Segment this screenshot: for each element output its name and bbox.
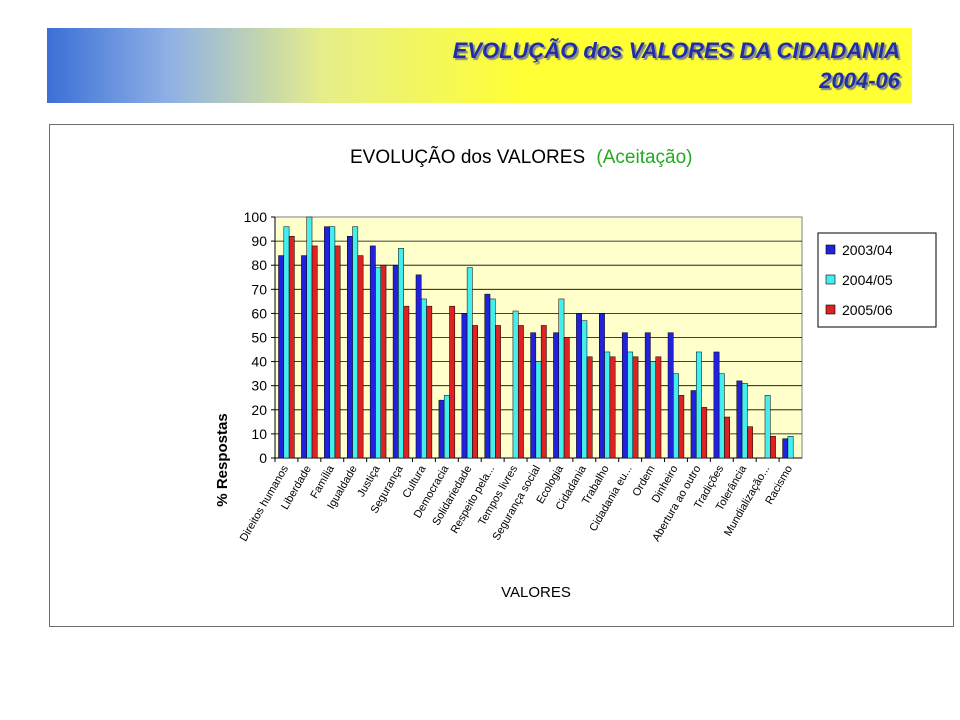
bar (352, 226, 359, 459)
bar (311, 245, 318, 459)
bar (747, 426, 753, 459)
bar (736, 380, 743, 459)
y-axis-label: % Respostas (214, 413, 231, 506)
banner-title: EVOLUÇÃO dos VALORES DA CIDADANIA (452, 38, 900, 63)
chart-frame: EVOLUÇÃO dos VALORES (Aceitação) 0 10 20 30… (49, 124, 954, 627)
bar (609, 356, 616, 459)
bar (650, 361, 656, 459)
bar (357, 255, 364, 459)
bar (724, 416, 731, 459)
bar (517, 325, 524, 459)
chart-title: EVOLUÇÃO dos VALORES (Aceitação) (350, 146, 693, 168)
legend-label: 2005/06 (842, 302, 893, 318)
bar (782, 438, 789, 459)
bar (346, 236, 353, 459)
legend-label: 2004/05 (842, 272, 893, 288)
bar (553, 332, 560, 459)
bar (558, 298, 565, 459)
bar (426, 305, 433, 459)
bar (576, 313, 582, 459)
bar (415, 274, 422, 459)
bar (472, 325, 478, 459)
bar (449, 305, 456, 459)
bar (438, 399, 445, 459)
bar (495, 325, 501, 459)
legend-label: 2003/04 (842, 242, 893, 258)
bar (599, 313, 605, 459)
x-axis-label: VALORES (501, 584, 571, 601)
bar (678, 395, 685, 459)
bar (655, 356, 662, 459)
bar (673, 373, 679, 459)
bar (718, 373, 725, 459)
bar (403, 305, 410, 459)
bar (512, 310, 519, 459)
bar (535, 361, 542, 459)
title-banner: EVOLUÇÃO dos VALORES DA CIDADANIA 2004-0… (47, 28, 912, 103)
bar (278, 255, 285, 459)
bar (443, 395, 450, 459)
bar (586, 356, 593, 459)
bar (380, 264, 387, 459)
bar (644, 332, 651, 459)
bar (489, 298, 496, 459)
bar (329, 226, 336, 459)
bar (530, 332, 537, 459)
bar (627, 351, 634, 459)
y-tick-label: 0 (259, 450, 267, 466)
y-tick-label: 40 (251, 354, 267, 370)
bar (306, 216, 313, 459)
chart-title-suffix: (Aceitação) (596, 147, 692, 168)
bar (375, 267, 382, 459)
legend-swatch (825, 274, 836, 285)
bar (466, 267, 473, 459)
y-tick-label: 20 (251, 402, 267, 418)
bar (288, 236, 295, 459)
y-tick-label: 30 (251, 378, 267, 394)
bar (421, 298, 427, 459)
y-tick-label: 70 (251, 281, 267, 297)
bar-chart: EVOLUÇÃO dos VALORES (Aceitação) 0 10 20 30… (214, 146, 937, 601)
chart-title-main: EVOLUÇÃO dos VALORES (350, 146, 585, 168)
y-tick-label: 100 (244, 209, 268, 225)
bar (461, 313, 468, 459)
y-tick-label: 10 (251, 426, 267, 442)
bar (301, 255, 307, 459)
bar (695, 351, 702, 459)
bar (398, 248, 404, 459)
bar (369, 245, 376, 459)
bar (283, 226, 290, 459)
bar (701, 407, 708, 459)
bar (334, 245, 341, 459)
legend-box (817, 232, 937, 328)
legend-swatch (825, 244, 836, 255)
bar (563, 337, 570, 459)
bar (621, 332, 628, 459)
bar (667, 332, 674, 459)
bar (581, 320, 588, 459)
bar (764, 395, 771, 459)
bar (713, 351, 720, 459)
legend-swatch (825, 304, 836, 315)
y-tick-label: 60 (251, 305, 267, 321)
y-tick-label: 90 (251, 233, 267, 249)
bar (324, 226, 330, 459)
bar (632, 356, 639, 459)
bar (484, 293, 491, 459)
y-tick-label: 80 (251, 257, 267, 273)
bar (540, 325, 547, 459)
bar (690, 390, 697, 459)
y-tick-label: 50 (251, 330, 267, 346)
bar (604, 351, 611, 459)
banner-subtitle: 2004-06 (819, 68, 900, 93)
bar (787, 436, 794, 459)
bar (770, 436, 776, 459)
bar (741, 383, 748, 459)
bar (392, 264, 399, 459)
